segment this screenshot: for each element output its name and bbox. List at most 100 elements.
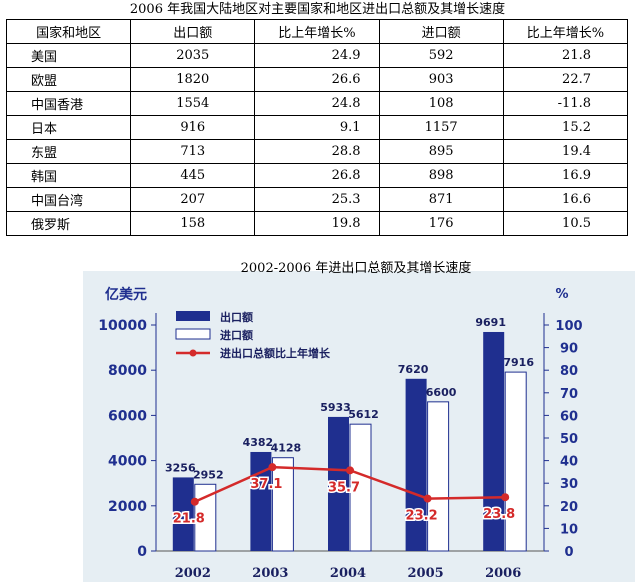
data-label-export: 5933 <box>320 401 351 414</box>
legend-swatch-import <box>175 328 211 340</box>
import-growth: 16.6 <box>502 187 629 212</box>
bar-export <box>172 477 194 551</box>
table-row: 日本 916 9.1 1157 15.2 <box>5 115 629 140</box>
y2-tick-label: 70 <box>560 387 578 402</box>
import-value: 871 <box>378 187 504 212</box>
chart-title: 2002-2006 年进出口总额及其增长速度 <box>241 260 472 276</box>
import-value: 898 <box>378 163 504 188</box>
data-label-growth: 23.2 <box>406 509 438 524</box>
bar-import <box>504 371 527 552</box>
data-label-import: 7916 <box>503 356 534 369</box>
export-value: 445 <box>130 163 256 188</box>
export-growth: 19.8 <box>254 211 380 236</box>
y2-tick-label: 20 <box>560 500 578 515</box>
bar-import <box>427 401 450 552</box>
data-label-growth: 37.1 <box>250 477 282 492</box>
x-tick-label: 2002 <box>175 566 211 581</box>
bar-import <box>349 423 372 552</box>
y2-tick-label: 50 <box>560 432 578 447</box>
y2-tick-label: 60 <box>560 409 578 424</box>
data-label-import: 4128 <box>271 442 302 455</box>
x-tick-label: 2003 <box>252 566 288 581</box>
data-label-growth: 35.7 <box>328 480 360 495</box>
header-import: 进口额 <box>378 19 504 44</box>
y-tick-label: 4000 <box>108 454 147 470</box>
x-tick-label: 2004 <box>330 566 366 581</box>
export-growth: 24.9 <box>254 43 380 68</box>
table-row: 东盟 713 28.8 895 19.4 <box>5 139 629 164</box>
y2-tick-label: 80 <box>560 364 578 379</box>
legend-label-growth: 进出口总额比上年增长 <box>220 346 331 360</box>
y2-tick-label: 10 <box>560 522 578 537</box>
y-tick-label: 10000 <box>98 318 147 334</box>
growth-point <box>268 463 277 472</box>
y2-tick-label: 30 <box>560 477 578 492</box>
header-region: 国家和地区 <box>5 19 132 44</box>
data-label-growth: 23.8 <box>483 507 515 522</box>
table-header-row: 国家和地区 出口额 比上年增长% 进口额 比上年增长% <box>5 19 629 44</box>
region-name: 韩国 <box>5 163 132 188</box>
legend-swatch-export <box>176 311 210 321</box>
growth-point <box>346 466 354 475</box>
data-label-import: 5612 <box>348 408 379 421</box>
x-tick-label: 2006 <box>485 566 521 581</box>
region-name: 中国香港 <box>5 91 132 116</box>
export-value: 1554 <box>130 91 256 116</box>
growth-point <box>501 493 510 502</box>
y-tick-label: 2000 <box>108 499 147 515</box>
table-row: 韩国 445 26.8 898 16.9 <box>5 163 629 188</box>
y-tick-label: 6000 <box>108 408 147 424</box>
bar-import <box>271 457 294 552</box>
table-row: 俄罗斯 158 19.8 176 10.5 <box>5 211 629 236</box>
legend-label-import: 进口额 <box>220 328 253 342</box>
data-label-export: 3256 <box>165 461 196 474</box>
data-label-export: 9691 <box>475 316 506 329</box>
growth-point <box>423 494 432 503</box>
table-title: 2006 年我国大陆地区对主要国家和地区进出口总额及其增长速度 <box>129 2 506 17</box>
import-growth: -11.8 <box>502 91 629 116</box>
header-export: 出口额 <box>130 19 256 44</box>
trade-table: 国家和地区 出口额 比上年增长% 进口额 比上年增长% 美国 2035 24.9… <box>5 19 629 236</box>
y2-axis-label: % <box>555 287 568 302</box>
import-value: 895 <box>378 139 504 164</box>
import-growth: 15.2 <box>502 115 629 140</box>
region-name: 中国台湾 <box>5 187 132 212</box>
y2-tick-label: 40 <box>560 455 578 470</box>
data-label-growth: 21.8 <box>173 512 205 527</box>
data-label-import: 6600 <box>426 386 457 399</box>
y-tick-label: 0 <box>137 544 147 560</box>
data-label-export: 7620 <box>398 363 429 376</box>
data-label-export: 4382 <box>243 436 274 449</box>
bar-export <box>405 378 427 551</box>
export-growth: 26.8 <box>254 163 380 188</box>
table-row: 中国香港 1554 24.8 108 -11.8 <box>5 91 629 116</box>
export-value: 916 <box>130 115 256 140</box>
import-growth: 21.8 <box>502 43 629 68</box>
import-growth: 16.9 <box>502 163 629 188</box>
export-value: 2035 <box>130 43 256 68</box>
y-tick-label: 8000 <box>108 363 147 379</box>
export-value: 158 <box>130 211 256 236</box>
growth-point <box>190 497 199 506</box>
x-tick-label: 2005 <box>408 566 444 581</box>
legend-marker-growth <box>189 349 197 357</box>
export-value: 1820 <box>130 67 256 92</box>
plot-area: 0 2000 4000 6000 8000 10000 0 10 20 30 40 50 60 70 80 9… <box>98 313 583 581</box>
region-name: 欧盟 <box>5 67 132 92</box>
export-value: 207 <box>130 187 256 212</box>
import-value: 903 <box>378 67 504 92</box>
data-label-import: 2952 <box>193 468 224 481</box>
y2-tick-label: 0 <box>564 545 573 560</box>
y-axis-label: 亿美元 <box>105 286 147 303</box>
import-growth: 10.5 <box>502 211 629 236</box>
y2-tick-label: 100 <box>555 319 582 334</box>
import-value: 176 <box>378 211 504 236</box>
y2-tick-label: 90 <box>560 342 578 357</box>
bar-export <box>328 416 349 551</box>
bar-import <box>194 483 217 552</box>
legend-label-export: 出口额 <box>220 310 253 324</box>
header-export-growth: 比上年增长% <box>254 19 380 44</box>
bar-export <box>250 451 272 551</box>
